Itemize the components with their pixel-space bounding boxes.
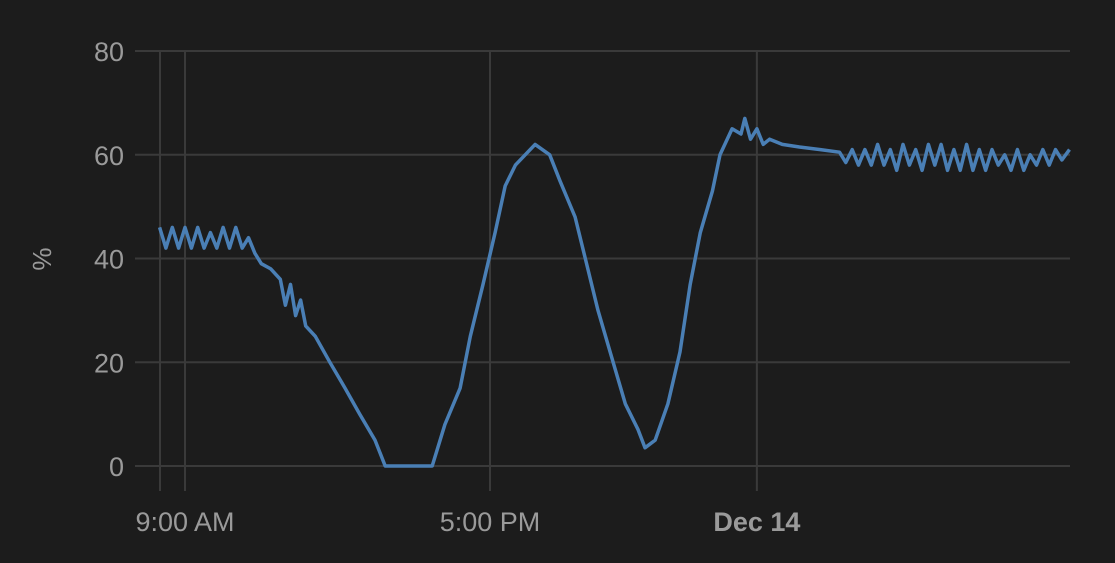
x-tick-label: Dec 14 [713,507,800,537]
grid [135,50,1070,491]
y-tick-label: 80 [94,37,124,67]
series-line [157,116,1071,468]
x-axis: 9:00 AM 5:00 PM Dec 14 [135,507,800,537]
y-axis-label: % [27,247,57,270]
y-axis: 0 20 40 60 80 [94,37,124,482]
y-tick-label: 40 [94,245,124,275]
y-tick-label: 20 [94,348,124,378]
x-tick-label: 5:00 PM [440,507,541,537]
y-tick-label: 60 [94,141,124,171]
x-tick-label: 9:00 AM [135,507,234,537]
y-tick-label: 0 [109,452,124,482]
